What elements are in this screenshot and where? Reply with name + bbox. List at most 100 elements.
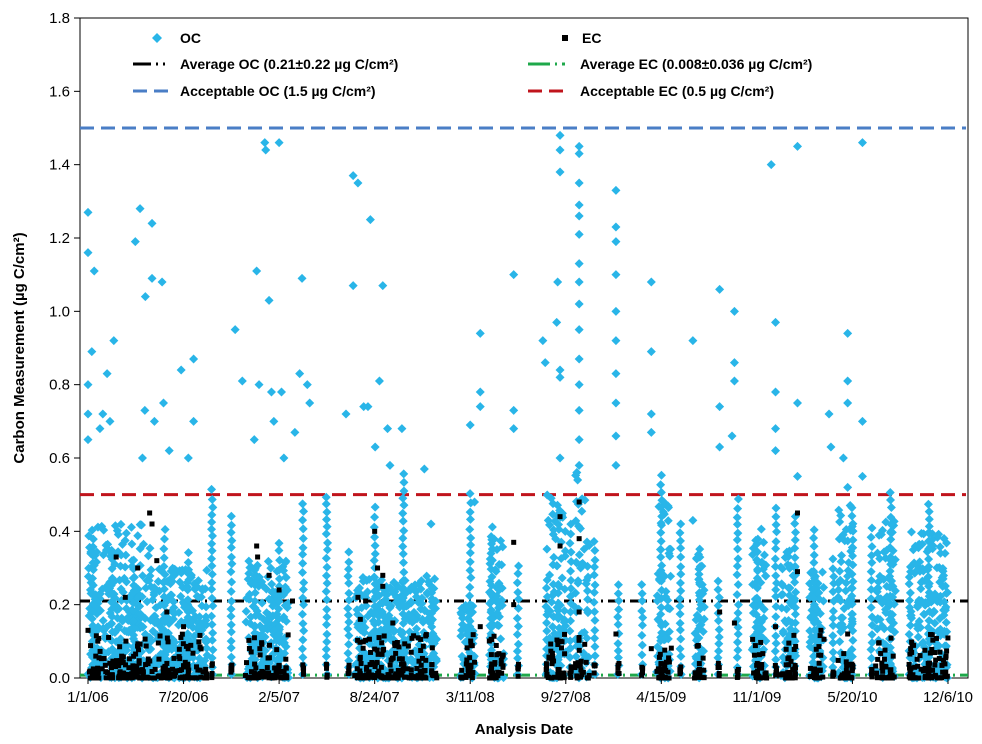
oc-point: [828, 631, 838, 641]
ec-point: [274, 647, 280, 653]
ec-point: [276, 662, 282, 668]
ec-point: [515, 666, 521, 672]
oc-point: [542, 544, 552, 554]
ec-point: [906, 674, 912, 680]
ec-point: [386, 672, 392, 678]
oc-point: [866, 567, 876, 577]
ec-point: [562, 631, 568, 637]
ec-point: [716, 673, 722, 679]
oc-point: [770, 646, 780, 656]
oc-point: [321, 644, 331, 654]
oc-point: [123, 616, 133, 626]
ec-point: [849, 661, 855, 667]
oc-point: [867, 542, 877, 552]
oc-point: [857, 471, 867, 481]
oc-point: [771, 585, 781, 595]
oc-point: [129, 580, 139, 590]
oc-point: [940, 641, 950, 651]
oc-point: [208, 645, 218, 655]
ec-point: [887, 667, 893, 673]
ec-point: [379, 640, 385, 646]
ec-point: [87, 668, 93, 674]
ec-point: [133, 651, 139, 657]
ec-point: [734, 668, 740, 674]
oc-point: [207, 517, 217, 527]
oc-point: [778, 589, 788, 599]
oc-point: [83, 248, 93, 258]
oc-point: [866, 585, 876, 595]
ec-point: [493, 642, 499, 648]
ec-point: [818, 627, 824, 633]
ec-point: [357, 668, 363, 674]
oc-point: [857, 138, 867, 148]
oc-point: [207, 653, 217, 663]
oc-point: [676, 519, 686, 529]
oc-point: [261, 615, 271, 625]
oc-point: [146, 565, 156, 575]
oc-point: [829, 578, 839, 588]
oc-point: [664, 627, 674, 637]
oc-point: [266, 387, 276, 397]
ec-point: [417, 668, 423, 674]
oc-point: [566, 529, 576, 539]
ec-point: [558, 645, 564, 651]
oc-point: [465, 514, 475, 524]
oc-point: [542, 618, 552, 628]
ec-point: [888, 672, 894, 678]
ec-point: [164, 635, 170, 641]
oc-point: [772, 527, 782, 537]
oc-point: [398, 549, 408, 559]
oc-point: [847, 614, 857, 624]
ec-point: [763, 670, 769, 676]
oc-point: [657, 560, 667, 570]
oc-point: [343, 610, 353, 620]
oc-point: [752, 555, 762, 565]
oc-point: [509, 405, 519, 415]
oc-point: [810, 583, 820, 593]
oc-point: [565, 626, 575, 636]
oc-point: [88, 573, 98, 583]
ec-point: [97, 648, 103, 654]
oc-point: [226, 587, 236, 597]
oc-point: [611, 460, 621, 470]
oc-point: [398, 493, 408, 503]
oc-point: [574, 325, 584, 335]
oc-point: [847, 619, 857, 629]
oc-point: [923, 536, 933, 546]
oc-point: [790, 609, 800, 619]
ec-point: [423, 633, 429, 639]
oc-point: [790, 596, 800, 606]
oc-point: [547, 597, 557, 607]
oc-point: [847, 583, 857, 593]
ec-point: [879, 665, 885, 671]
ec-point: [568, 669, 574, 675]
oc-point: [279, 453, 289, 463]
oc-point: [913, 624, 923, 634]
oc-point: [207, 561, 217, 571]
oc-point: [207, 495, 217, 505]
oc-point: [924, 507, 934, 517]
oc-point: [589, 570, 599, 580]
oc-point: [835, 517, 845, 527]
oc-point: [237, 376, 247, 386]
ec-point: [130, 663, 136, 669]
ec-point: [140, 667, 146, 673]
oc-point: [243, 574, 253, 584]
oc-point: [752, 617, 762, 627]
ec-point: [678, 664, 684, 670]
oc-point: [934, 563, 944, 573]
oc-point: [656, 576, 666, 586]
y-tick-label: 0.2: [49, 597, 70, 614]
ec-point: [937, 675, 943, 681]
oc-point: [513, 621, 523, 631]
ec-point: [165, 639, 171, 645]
y-tick-label: 1.8: [49, 10, 70, 27]
ec-point: [123, 638, 129, 644]
ec-point: [88, 643, 94, 649]
ec-point: [99, 666, 105, 672]
ec-point: [816, 675, 822, 681]
ec-point: [544, 671, 550, 677]
ec-point: [592, 663, 598, 669]
ec-point: [562, 651, 568, 657]
oc-point: [918, 566, 928, 576]
